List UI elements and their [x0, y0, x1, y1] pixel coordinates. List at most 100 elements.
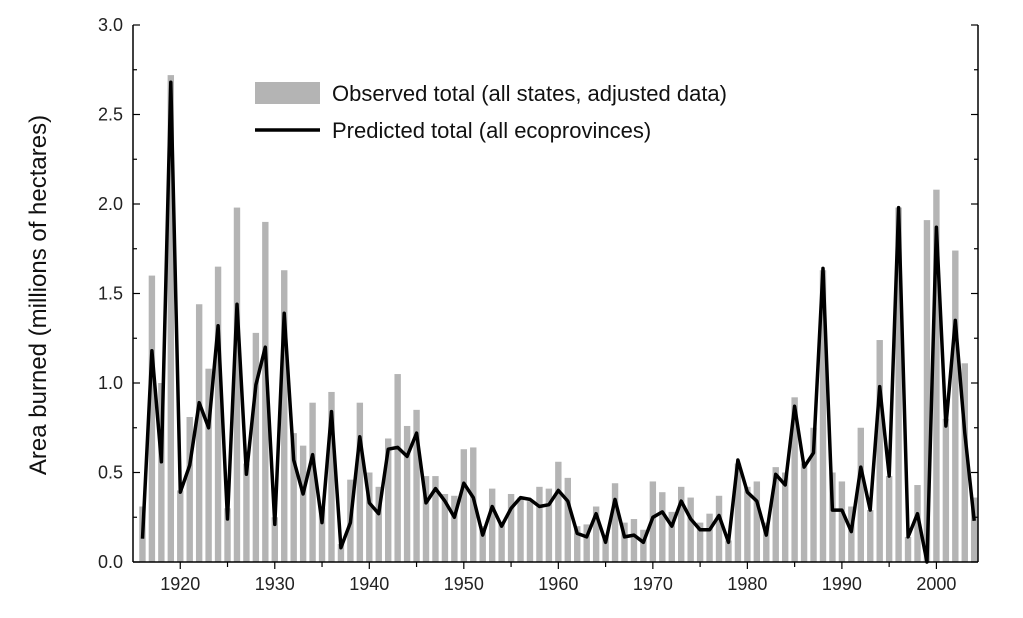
- bar-1962: [574, 526, 581, 562]
- x-tick-label: 2000: [916, 574, 956, 594]
- bar-1950: [460, 449, 468, 562]
- bar-1930: [271, 517, 278, 562]
- bar-1990: [838, 481, 846, 562]
- bar-1952: [479, 526, 486, 562]
- legend-label-observed: Observed total (all states, adjusted dat…: [332, 81, 727, 106]
- bar-1998: [914, 485, 921, 562]
- bar-1934: [309, 402, 316, 562]
- bar-1997: [904, 536, 912, 562]
- bar-1983: [772, 467, 779, 562]
- bar-1985: [791, 397, 798, 562]
- bar-1967: [621, 522, 628, 562]
- bar-1974: [687, 497, 694, 562]
- bar-1980: [744, 486, 751, 562]
- bar-1957: [526, 501, 534, 562]
- bar-1972: [668, 511, 675, 562]
- y-tick-label: 2.0: [98, 194, 123, 214]
- bar-1959: [545, 488, 553, 562]
- bar-1976: [706, 513, 713, 562]
- bar-1999: [923, 220, 931, 563]
- bar-1969: [640, 529, 647, 562]
- x-tick-label: 1940: [349, 574, 389, 594]
- bar-1945: [413, 409, 420, 562]
- bar-1994: [876, 340, 883, 562]
- bar-1940: [366, 472, 373, 562]
- bar-1939: [356, 402, 364, 562]
- bar-1931: [281, 270, 288, 562]
- bar-1927: [243, 463, 250, 562]
- bar-1971: [659, 492, 666, 562]
- observed-bars: [139, 75, 978, 563]
- bar-1920: [177, 490, 184, 562]
- bar-1961: [564, 477, 571, 562]
- bar-1946: [422, 476, 430, 562]
- predicted-line: [140, 80, 976, 564]
- bar-1917: [148, 275, 156, 562]
- x-tick-label: 1960: [538, 574, 578, 594]
- legend: Observed total (all states, adjusted dat…: [255, 81, 727, 143]
- bar-1924: [214, 266, 222, 562]
- bar-1975: [696, 522, 704, 562]
- bar-1921: [186, 417, 193, 562]
- x-tick-label: 1980: [727, 574, 767, 594]
- bar-1973: [678, 486, 685, 562]
- bar-1928: [252, 332, 260, 562]
- bar-1964: [592, 506, 600, 562]
- axes: 0.0 0.5 1.0 1.5 2.0 2.5 3.0 1920 1930 1940 1950 196…: [98, 15, 979, 594]
- bar-1956: [517, 497, 524, 562]
- bar-1935: [318, 508, 326, 562]
- bar-2004: [971, 497, 978, 562]
- bar-1937: [337, 544, 345, 562]
- bar-1960: [555, 461, 562, 562]
- y-tick-label: 1.5: [98, 284, 123, 304]
- bar-2001: [942, 418, 950, 562]
- bar-2003: [961, 363, 968, 562]
- legend-label-predicted: Predicted total (all ecoprovinces): [332, 118, 651, 143]
- bar-1942: [385, 438, 392, 562]
- x-tick-label: 1990: [822, 574, 862, 594]
- bar-1953: [488, 488, 496, 562]
- bar-1951: [470, 447, 477, 562]
- bar-1963: [583, 524, 590, 562]
- predicted-line-group: [140, 80, 976, 564]
- bar-1993: [867, 510, 874, 562]
- bar-1991: [848, 506, 855, 562]
- bar-1982: [763, 522, 770, 562]
- bar-1989: [829, 472, 836, 562]
- bar-1947: [432, 476, 439, 562]
- bar-1977: [715, 495, 723, 562]
- bar-1987: [810, 427, 817, 562]
- bar-1996: [895, 207, 902, 562]
- x-tick-label: 1920: [160, 574, 200, 594]
- bar-1954: [498, 522, 505, 562]
- bar-1979: [734, 463, 742, 562]
- bar-1965: [602, 535, 609, 562]
- bar-1995: [885, 476, 893, 562]
- bar-1948: [441, 493, 449, 562]
- bar-1968: [630, 519, 638, 562]
- bar-1922: [195, 304, 203, 562]
- bar-1932: [290, 433, 297, 562]
- bar-1919: [167, 75, 175, 563]
- legend-swatch-observed: [255, 82, 320, 104]
- bar-1949: [451, 495, 458, 562]
- bar-1933: [299, 445, 307, 562]
- bar-1936: [328, 391, 335, 562]
- x-tick-label: 1970: [633, 574, 673, 594]
- bar-1988: [819, 270, 827, 562]
- y-tick-label: 3.0: [98, 15, 123, 35]
- bar-1926: [233, 207, 241, 562]
- bar-1929: [262, 221, 269, 562]
- y-axis-title: Area burned (millions of hectares): [25, 115, 52, 475]
- y-tick-label: 0.5: [98, 463, 123, 483]
- bar-1925: [224, 508, 231, 562]
- bar-2002: [952, 250, 959, 563]
- x-tick-label: 1950: [444, 574, 484, 594]
- bar-1955: [507, 493, 515, 562]
- bar-1941: [375, 486, 382, 562]
- bar-1958: [536, 486, 543, 562]
- x-tick-label: 1930: [255, 574, 295, 594]
- bar-1944: [403, 425, 411, 562]
- bar-1992: [857, 427, 864, 562]
